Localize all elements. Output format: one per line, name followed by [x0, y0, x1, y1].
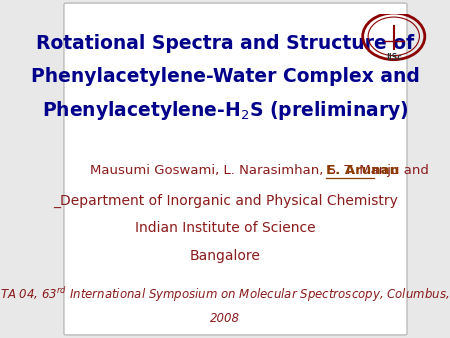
- Text: IISc: IISc: [386, 53, 401, 62]
- Text: Indian Institute of Science: Indian Institute of Science: [135, 221, 315, 235]
- Text: Bangalore: Bangalore: [189, 249, 261, 263]
- Text: _Department of Inorganic and Physical Chemistry: _Department of Inorganic and Physical Ch…: [53, 194, 397, 208]
- Text: Phenylacetylene-Water Complex and: Phenylacetylene-Water Complex and: [31, 67, 419, 86]
- Text: TA 04, 63$^{rd}$ International Symposium on Molecular Spectroscopy, Columbus,: TA 04, 63$^{rd}$ International Symposium…: [0, 285, 450, 304]
- Text: E. Arunan: E. Arunan: [326, 164, 399, 177]
- Text: Rotational Spectra and Structure of: Rotational Spectra and Structure of: [36, 34, 414, 53]
- FancyBboxPatch shape: [64, 3, 407, 335]
- Text: 2008: 2008: [210, 312, 240, 325]
- Text: Mausumi Goswami, L. Narasimhan, S. T. Manju and: Mausumi Goswami, L. Narasimhan, S. T. Ma…: [90, 164, 433, 177]
- Text: Phenylacetylene-H$_2$S (preliminary): Phenylacetylene-H$_2$S (preliminary): [42, 99, 408, 122]
